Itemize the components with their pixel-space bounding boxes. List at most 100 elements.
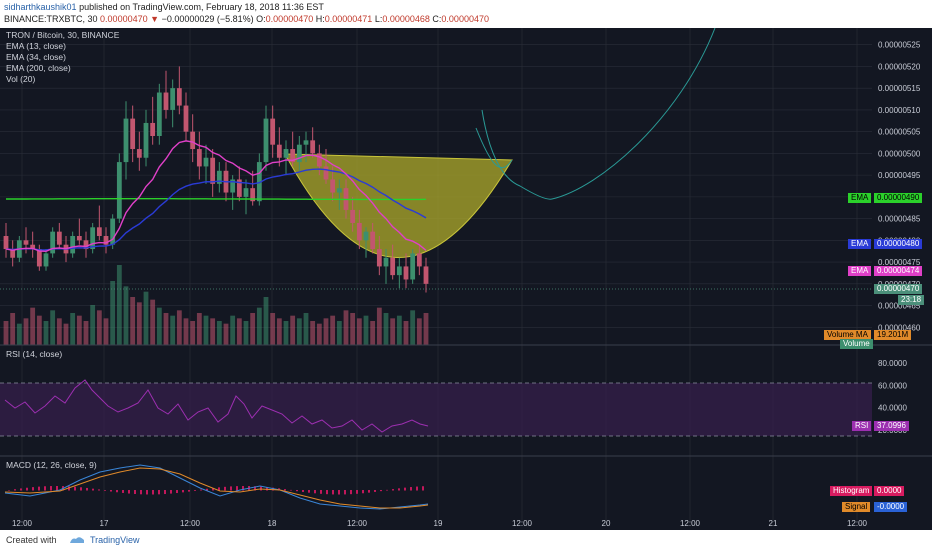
histogram-bar	[134, 490, 136, 494]
author-link[interactable]: sidharthkaushik01	[4, 2, 77, 12]
histogram-bar	[326, 490, 328, 495]
down-arrow-icon: ▼	[150, 14, 160, 24]
histogram-bar	[50, 486, 52, 491]
rsi-tick-label: 60.0000	[878, 381, 907, 390]
price-tick-label: 0.00000525	[878, 41, 921, 50]
histogram-bar	[188, 490, 190, 492]
volume-bar	[396, 315, 402, 345]
candle-body	[363, 231, 369, 241]
volume-bar	[170, 315, 176, 345]
volume-bar	[290, 315, 296, 345]
time-axis[interactable]: 12:00 17 12:00 18 12:00 19 12:00 20 12:00 21 12:00	[12, 519, 868, 528]
candle-body	[423, 266, 429, 284]
histogram-bar	[404, 487, 406, 491]
candle-body	[350, 209, 356, 223]
histogram-bar	[158, 490, 160, 495]
candle-body	[76, 236, 82, 241]
high-value: 0.00000471	[324, 14, 373, 24]
rsi-line	[4, 379, 429, 433]
histogram-bar	[398, 488, 400, 491]
histogram-bar	[368, 490, 370, 493]
volume-bar	[303, 313, 309, 345]
histogram-bar	[122, 490, 124, 493]
volume-bar	[256, 307, 262, 345]
volume-bar	[10, 313, 16, 345]
ema34-tag-label: EMA	[848, 239, 872, 249]
histogram-bar	[140, 490, 142, 495]
rsi-tick-label: 80.0000	[878, 359, 907, 368]
candle-body	[30, 244, 36, 250]
signal-tag-value: -0.0000	[874, 502, 908, 512]
histogram-bar	[362, 490, 364, 494]
histogram-tag-value: 0.0000	[874, 486, 905, 496]
candle-body	[370, 231, 376, 250]
countdown-tag: 23:18	[898, 295, 925, 305]
volume-bar	[176, 310, 182, 345]
change-value: −0.00000029 (−5.81%)	[161, 14, 254, 24]
macd-title[interactable]: MACD (12, 26, close, 9)	[6, 460, 97, 470]
candle-body	[36, 249, 42, 267]
tradingview-logo-icon	[70, 537, 84, 543]
candle-body	[336, 188, 342, 193]
rsi-title[interactable]: RSI (14, close)	[6, 349, 63, 359]
legend-ema200[interactable]: EMA (200, close)	[6, 63, 71, 73]
ema200-line	[6, 197, 427, 201]
candle-body	[176, 88, 182, 106]
histogram-bar	[284, 489, 286, 491]
histogram-bar	[170, 490, 172, 494]
volume-bar	[30, 307, 36, 345]
chart-canvas[interactable]: 0.00000525 0.00000520 0.00000515 0.00000510…	[0, 28, 932, 530]
legend-vol[interactable]: Vol (20)	[6, 74, 36, 84]
volume-bar	[16, 323, 22, 345]
volume-bar	[110, 281, 116, 345]
histogram-bar	[146, 490, 148, 495]
histogram-bar	[32, 487, 34, 491]
publish-header: sidharthkaushik01 published on TradingVi…	[0, 0, 932, 28]
candle-body	[203, 157, 209, 167]
rsi-tick-label: 40.0000	[878, 404, 907, 413]
time-tick-label: 12:00	[180, 519, 201, 528]
candle-body	[90, 227, 96, 250]
projection-curve	[481, 28, 716, 200]
histogram-bar	[332, 490, 334, 495]
histogram-bar	[104, 490, 106, 491]
volume-tag-label: Volume	[840, 339, 873, 349]
publish-line: sidharthkaushik01 published on TradingVi…	[4, 2, 324, 12]
ema34-tag-value: 0.00000480	[874, 239, 923, 249]
histogram-bar	[410, 487, 412, 491]
volume-bar	[296, 318, 302, 345]
price-value: 0.00000470	[100, 14, 148, 24]
open-label: O:	[256, 14, 266, 24]
histogram-bar	[218, 487, 220, 491]
tradingview-link[interactable]: TradingView	[90, 535, 140, 545]
candle-body	[403, 266, 409, 280]
legend-ema34[interactable]: EMA (34, close)	[6, 52, 66, 62]
chart-area[interactable]: 0.00000525 0.00000520 0.00000515 0.00000510…	[0, 28, 932, 530]
candle-body	[243, 188, 249, 197]
projection-handle	[475, 127, 513, 168]
candle-body	[43, 253, 49, 267]
candle-body	[263, 118, 269, 163]
histogram-bar	[344, 490, 346, 495]
candle-body	[410, 253, 416, 280]
histogram-bar	[242, 486, 244, 491]
volume-bar	[196, 313, 202, 345]
volume-bar	[36, 315, 42, 345]
candle-body	[383, 257, 389, 267]
volume-bar	[363, 315, 369, 345]
histogram-bar	[38, 486, 40, 491]
histogram-bar	[374, 490, 376, 492]
candle-body	[390, 257, 396, 276]
time-tick-label: 12:00	[12, 519, 33, 528]
candle-body	[123, 118, 129, 163]
high-label: H:	[315, 14, 325, 24]
volume-bar	[390, 318, 396, 345]
candle-body	[83, 240, 89, 250]
legend-ema13[interactable]: EMA (13, close)	[6, 41, 66, 51]
ohlc-line: BINANCE:TRXBTC, 30 0.00000470 ▼ −0.00000…	[4, 14, 489, 24]
candle-body	[230, 179, 236, 193]
candle-body	[376, 249, 382, 267]
volume-bar	[323, 318, 329, 345]
histogram-bar	[98, 489, 100, 491]
candle-body	[170, 88, 176, 110]
